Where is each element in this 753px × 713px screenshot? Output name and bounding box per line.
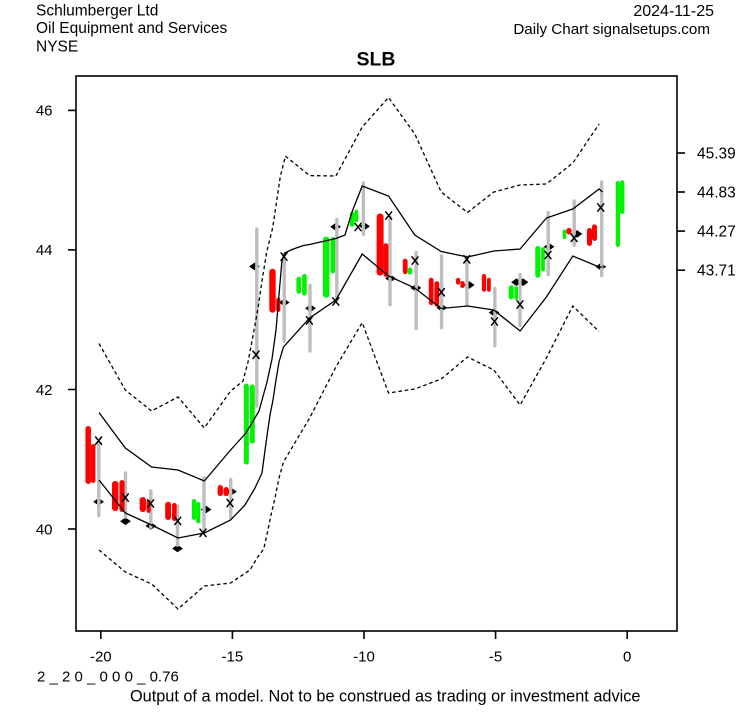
svg-text:SLB: SLB xyxy=(357,49,396,71)
svg-text:40: 40 xyxy=(36,521,53,538)
svg-text:Oil Equipment and Services: Oil Equipment and Services xyxy=(36,20,228,37)
svg-text:45.39: 45.39 xyxy=(697,145,736,162)
svg-text:44.83: 44.83 xyxy=(697,184,736,201)
svg-text:2 _ 2 0 _ 0 0 0 _ 0.76: 2 _ 2 0 _ 0 0 0 _ 0.76 xyxy=(37,669,179,686)
svg-text:NYSE: NYSE xyxy=(36,39,78,56)
svg-text:0: 0 xyxy=(623,649,631,666)
svg-text:Output of a model. Not to be c: Output of a model. Not to be construed a… xyxy=(130,688,640,706)
svg-text:44.27: 44.27 xyxy=(697,223,736,240)
svg-text:2024-11-25: 2024-11-25 xyxy=(633,3,714,20)
svg-text:44: 44 xyxy=(36,242,53,259)
svg-text:43.71: 43.71 xyxy=(697,263,736,280)
svg-text:Daily Chart signalsetups.com: Daily Chart signalsetups.com xyxy=(513,21,710,38)
svg-text:-20: -20 xyxy=(90,649,112,666)
svg-text:46: 46 xyxy=(36,103,53,120)
svg-text:-5: -5 xyxy=(489,649,502,666)
svg-text:-10: -10 xyxy=(353,649,375,666)
svg-text:Schlumberger Ltd: Schlumberger Ltd xyxy=(36,3,158,20)
svg-text:-15: -15 xyxy=(222,649,244,666)
svg-text:42: 42 xyxy=(36,382,53,399)
